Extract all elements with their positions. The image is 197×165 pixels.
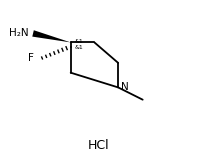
Text: &1: &1 <box>74 45 83 50</box>
Text: F: F <box>28 53 34 63</box>
Text: HCl: HCl <box>88 139 109 152</box>
Polygon shape <box>32 30 71 42</box>
Text: H₂N: H₂N <box>9 28 29 38</box>
Text: N: N <box>121 82 129 92</box>
Text: &1: &1 <box>74 39 83 44</box>
